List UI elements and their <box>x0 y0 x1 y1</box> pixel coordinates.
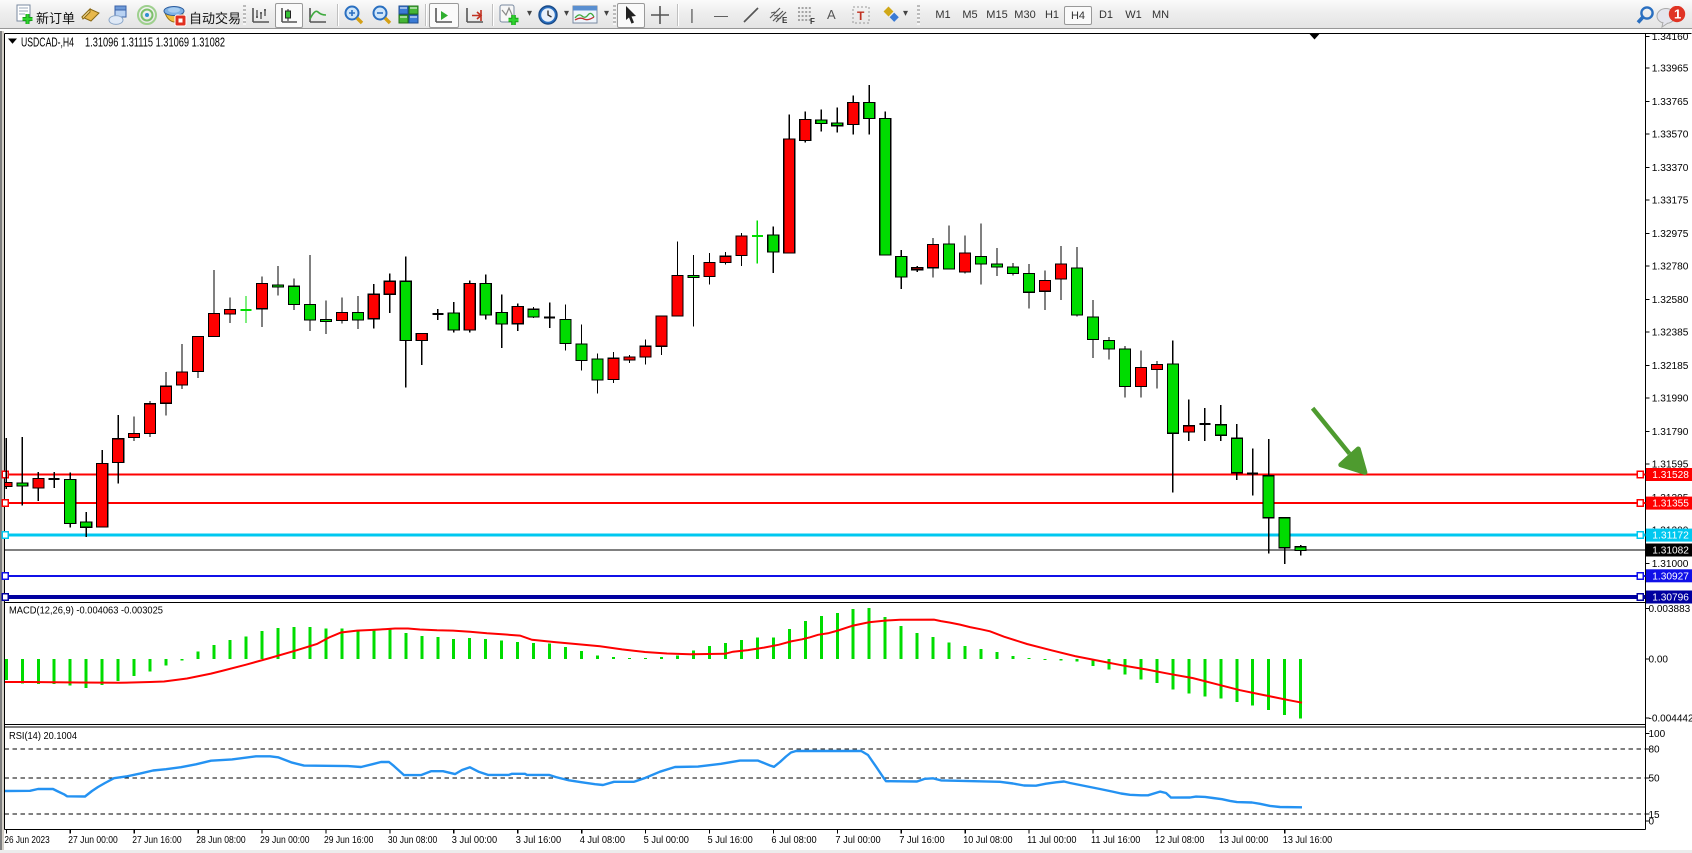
svg-text:15: 15 <box>1649 810 1661 821</box>
svg-text:1: 1 <box>1674 7 1681 22</box>
svg-text:30 Jun 08:00: 30 Jun 08:00 <box>388 835 438 846</box>
svg-text:1.33965: 1.33965 <box>1652 64 1689 75</box>
svg-text:T: T <box>857 9 865 23</box>
svg-text:27 Jun 00:00: 27 Jun 00:00 <box>68 835 118 846</box>
svg-text:1.33175: 1.33175 <box>1652 196 1689 207</box>
svg-text:5 Jul 00:00: 5 Jul 00:00 <box>644 835 690 846</box>
svg-text:29 Jun 00:00: 29 Jun 00:00 <box>260 835 310 846</box>
svg-text:5 Jul 16:00: 5 Jul 16:00 <box>708 835 754 846</box>
svg-text:1.31790: 1.31790 <box>1652 427 1689 438</box>
svg-text:10 Jul 08:00: 10 Jul 08:00 <box>963 835 1013 846</box>
svg-text:1.31096 1.31115 1.31069 1.3108: 1.31096 1.31115 1.31069 1.31082 <box>85 35 225 49</box>
svg-text:E: E <box>782 16 788 25</box>
svg-text:1.33570: 1.33570 <box>1652 130 1689 141</box>
svg-text:29 Jun 16:00: 29 Jun 16:00 <box>324 835 374 846</box>
svg-text:3 Jul 16:00: 3 Jul 16:00 <box>516 835 562 846</box>
svg-text:26 Jun 2023: 26 Jun 2023 <box>4 835 50 846</box>
svg-text:13 Jul 00:00: 13 Jul 00:00 <box>1219 835 1269 846</box>
svg-text:RSI(14) 20.1004: RSI(14) 20.1004 <box>9 730 77 742</box>
svg-text:1.32385: 1.32385 <box>1652 328 1689 339</box>
svg-text:1.31082: 1.31082 <box>1652 546 1689 557</box>
svg-text:1.30927: 1.30927 <box>1652 571 1689 582</box>
svg-text:4 Jul 08:00: 4 Jul 08:00 <box>580 835 626 846</box>
svg-text:1.31000: 1.31000 <box>1652 559 1689 570</box>
svg-text:1.31990: 1.31990 <box>1652 394 1689 405</box>
svg-text:USDCAD-,H4: USDCAD-,H4 <box>21 35 74 49</box>
svg-text:1.32975: 1.32975 <box>1652 229 1689 240</box>
svg-text:11 Jul 00:00: 11 Jul 00:00 <box>1027 835 1077 846</box>
svg-text:F: F <box>810 17 815 25</box>
svg-text:1.33765: 1.33765 <box>1652 97 1689 108</box>
svg-text:0.003883: 0.003883 <box>1649 604 1691 615</box>
svg-text:1.31172: 1.31172 <box>1652 531 1689 542</box>
svg-text:1.31528: 1.31528 <box>1652 470 1689 481</box>
svg-text:100: 100 <box>1649 729 1666 740</box>
svg-text:1.31595: 1.31595 <box>1652 460 1689 471</box>
svg-text:0.00: 0.00 <box>1649 655 1669 666</box>
svg-text:-0.004442: -0.004442 <box>1649 714 1692 725</box>
svg-text:80: 80 <box>1649 744 1661 755</box>
svg-text:7 Jul 00:00: 7 Jul 00:00 <box>835 835 881 846</box>
svg-text:3 Jul 00:00: 3 Jul 00:00 <box>452 835 498 846</box>
svg-text:1.34160: 1.34160 <box>1652 32 1689 43</box>
svg-text:1.31355: 1.31355 <box>1652 499 1689 510</box>
svg-text:1.32185: 1.32185 <box>1652 361 1689 372</box>
svg-text:27 Jun 16:00: 27 Jun 16:00 <box>132 835 182 846</box>
svg-text:1.30796: 1.30796 <box>1652 593 1689 604</box>
svg-text:50: 50 <box>1649 774 1661 785</box>
svg-text:7 Jul 16:00: 7 Jul 16:00 <box>899 835 945 846</box>
svg-text:1.32780: 1.32780 <box>1652 262 1689 273</box>
svg-text:0: 0 <box>1649 817 1655 828</box>
svg-text:1.33370: 1.33370 <box>1652 163 1689 174</box>
svg-text:1.32580: 1.32580 <box>1652 295 1689 306</box>
svg-text:28 Jun 08:00: 28 Jun 08:00 <box>196 835 246 846</box>
svg-text:MACD(12,26,9) -0.004063 -0.003: MACD(12,26,9) -0.004063 -0.003025 <box>9 604 163 616</box>
svg-text:13 Jul 16:00: 13 Jul 16:00 <box>1283 835 1333 846</box>
svg-text:12 Jul 08:00: 12 Jul 08:00 <box>1155 835 1205 846</box>
svg-text:6 Jul 08:00: 6 Jul 08:00 <box>771 835 817 846</box>
svg-text:11 Jul 16:00: 11 Jul 16:00 <box>1091 835 1141 846</box>
